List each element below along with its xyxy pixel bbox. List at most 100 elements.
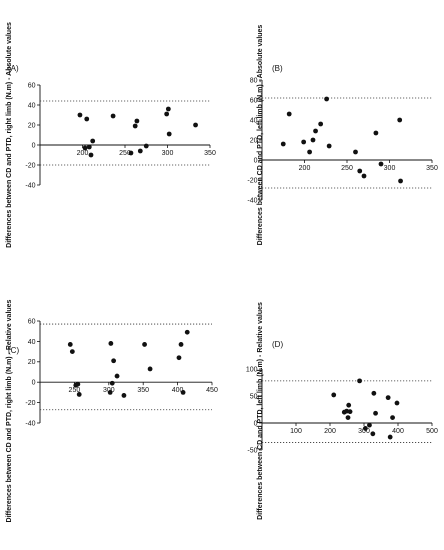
data-point bbox=[307, 149, 312, 155]
y-tick-label: -20 bbox=[25, 162, 35, 169]
panel-letter: (A) bbox=[8, 64, 19, 73]
x-tick-label: 350 bbox=[204, 150, 216, 157]
data-point bbox=[90, 138, 96, 144]
x-tick-label: 250 bbox=[69, 387, 81, 394]
x-tick-label: 100 bbox=[290, 428, 302, 435]
y-tick-label: 40 bbox=[250, 117, 258, 124]
data-point bbox=[128, 150, 134, 156]
x-tick-label: 500 bbox=[426, 428, 438, 435]
y-tick-label: 80 bbox=[250, 77, 258, 84]
data-point bbox=[362, 426, 368, 431]
data-point bbox=[324, 96, 329, 102]
y-tick-label: 60 bbox=[28, 82, 36, 89]
y-tick-label: 50 bbox=[250, 393, 258, 400]
data-point bbox=[371, 390, 377, 396]
data-point bbox=[385, 395, 391, 401]
x-tick-label: 300 bbox=[384, 165, 396, 172]
x-tick-label: 450 bbox=[206, 387, 218, 394]
x-tick-label: 300 bbox=[162, 150, 174, 157]
y-axis-label: Differences between CD and PTD, right li… bbox=[6, 299, 13, 522]
panel-d: -50 0 50 100 100 200 300 400 500 (D) Differences b… bbox=[246, 302, 438, 520]
y-tick-label: 0 bbox=[32, 142, 36, 149]
y-tick-label: -20 bbox=[25, 400, 35, 407]
data-point bbox=[318, 121, 324, 127]
y-tick-label: 0 bbox=[254, 157, 258, 164]
data-point bbox=[109, 380, 115, 386]
data-point bbox=[367, 422, 372, 428]
y-axis-label: Differences between CD and PTD, left lim… bbox=[257, 25, 264, 246]
y-tick-label: 0 bbox=[254, 420, 258, 427]
data-point bbox=[134, 118, 140, 124]
data-point bbox=[84, 116, 90, 122]
data-point bbox=[142, 342, 147, 347]
data-point bbox=[108, 341, 114, 346]
x-tick-label: 350 bbox=[137, 387, 149, 394]
data-point bbox=[82, 145, 88, 151]
data-point bbox=[370, 431, 376, 437]
x-tick-label: 200 bbox=[324, 428, 336, 435]
data-point bbox=[390, 415, 395, 420]
data-point bbox=[132, 123, 138, 129]
y-tick-label: 60 bbox=[250, 97, 258, 104]
data-point bbox=[143, 143, 149, 149]
data-point bbox=[69, 349, 75, 354]
data-point bbox=[347, 409, 353, 415]
data-point bbox=[76, 392, 82, 397]
panel-letter: (C) bbox=[8, 346, 19, 355]
data-point bbox=[77, 112, 83, 118]
data-point bbox=[176, 355, 182, 361]
y-tick-label: -40 bbox=[25, 182, 35, 189]
data-point bbox=[286, 111, 292, 117]
data-point bbox=[147, 366, 153, 372]
y-tick-label: -50 bbox=[247, 447, 257, 454]
x-tick-label: 200 bbox=[299, 165, 311, 172]
panel-letter: (D) bbox=[272, 340, 283, 349]
data-point bbox=[75, 381, 81, 387]
data-point bbox=[313, 128, 318, 134]
data-point bbox=[357, 168, 363, 174]
data-point bbox=[110, 113, 116, 119]
data-point bbox=[378, 161, 384, 167]
x-tick-label: 350 bbox=[426, 165, 438, 172]
y-tick-label: 20 bbox=[28, 359, 36, 366]
data-point bbox=[67, 342, 73, 347]
data-point bbox=[326, 143, 332, 149]
data-point bbox=[345, 415, 351, 420]
y-axis-label: Differences between CD and PTD, left lim… bbox=[257, 302, 264, 520]
panel-b: -40 -20 0 20 40 60 80 200 250 300 350 (B) Difference… bbox=[247, 25, 438, 246]
data-point bbox=[387, 434, 393, 440]
data-point bbox=[166, 131, 172, 137]
x-tick-label: 200 bbox=[77, 150, 89, 157]
data-point bbox=[178, 342, 184, 347]
data-point bbox=[301, 139, 307, 145]
x-tick-label: 300 bbox=[358, 428, 370, 435]
y-axis-label: Differences between CD and PTD, right li… bbox=[6, 22, 13, 248]
x-tick-label: 400 bbox=[172, 387, 184, 394]
data-point bbox=[357, 378, 362, 384]
x-tick-label: 250 bbox=[119, 150, 131, 157]
data-point bbox=[397, 117, 403, 123]
data-point bbox=[165, 106, 171, 112]
data-point bbox=[394, 400, 400, 406]
data-point bbox=[398, 178, 403, 184]
data-point bbox=[373, 130, 379, 136]
panel-a: -40 -20 0 20 40 60 200 250 300 350 (A)Differences … bbox=[6, 22, 216, 248]
data-point bbox=[121, 393, 127, 398]
data-point bbox=[280, 141, 286, 147]
data-point bbox=[180, 390, 186, 395]
y-tick-label: -40 bbox=[247, 197, 257, 204]
data-point bbox=[353, 149, 358, 155]
x-tick-label: 250 bbox=[341, 165, 353, 172]
y-tick-label: 0 bbox=[32, 380, 36, 387]
data-point bbox=[361, 173, 367, 179]
data-point bbox=[86, 144, 92, 150]
y-tick-label: -40 bbox=[25, 420, 35, 427]
y-tick-label: 40 bbox=[28, 339, 36, 346]
y-tick-label: 100 bbox=[246, 366, 258, 373]
data-point bbox=[88, 152, 94, 158]
y-tick-label: 40 bbox=[28, 102, 36, 109]
x-tick-label: 400 bbox=[392, 428, 404, 435]
y-tick-label: 20 bbox=[28, 122, 36, 129]
data-point bbox=[111, 358, 117, 364]
